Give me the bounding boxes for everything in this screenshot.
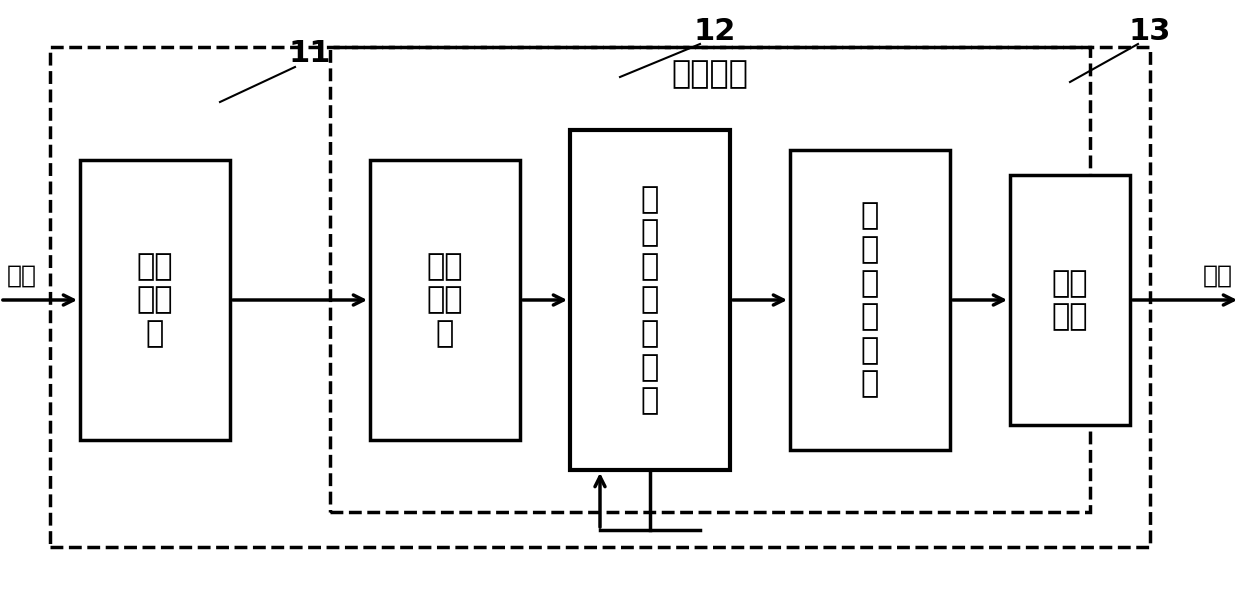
Text: 输出
模块: 输出 模块 <box>1052 268 1089 331</box>
FancyBboxPatch shape <box>1011 175 1130 425</box>
Text: 初始
化模
块: 初始 化模 块 <box>427 252 464 348</box>
FancyBboxPatch shape <box>790 150 950 450</box>
Text: 计算模块: 计算模块 <box>672 60 749 90</box>
Text: 11: 11 <box>289 40 331 69</box>
Text: 输入: 输入 <box>7 264 37 288</box>
Text: 13: 13 <box>1128 17 1172 46</box>
Text: 预处
理模
块: 预处 理模 块 <box>136 252 174 348</box>
Text: 12: 12 <box>694 17 737 46</box>
FancyBboxPatch shape <box>81 160 229 440</box>
FancyBboxPatch shape <box>370 160 520 440</box>
Text: 响
应
度
计
算
模
块: 响 应 度 计 算 模 块 <box>641 185 660 415</box>
Text: 参
数
计
算
模
块: 参 数 计 算 模 块 <box>861 202 879 399</box>
FancyBboxPatch shape <box>570 130 730 470</box>
Text: 输出: 输出 <box>1203 264 1233 288</box>
